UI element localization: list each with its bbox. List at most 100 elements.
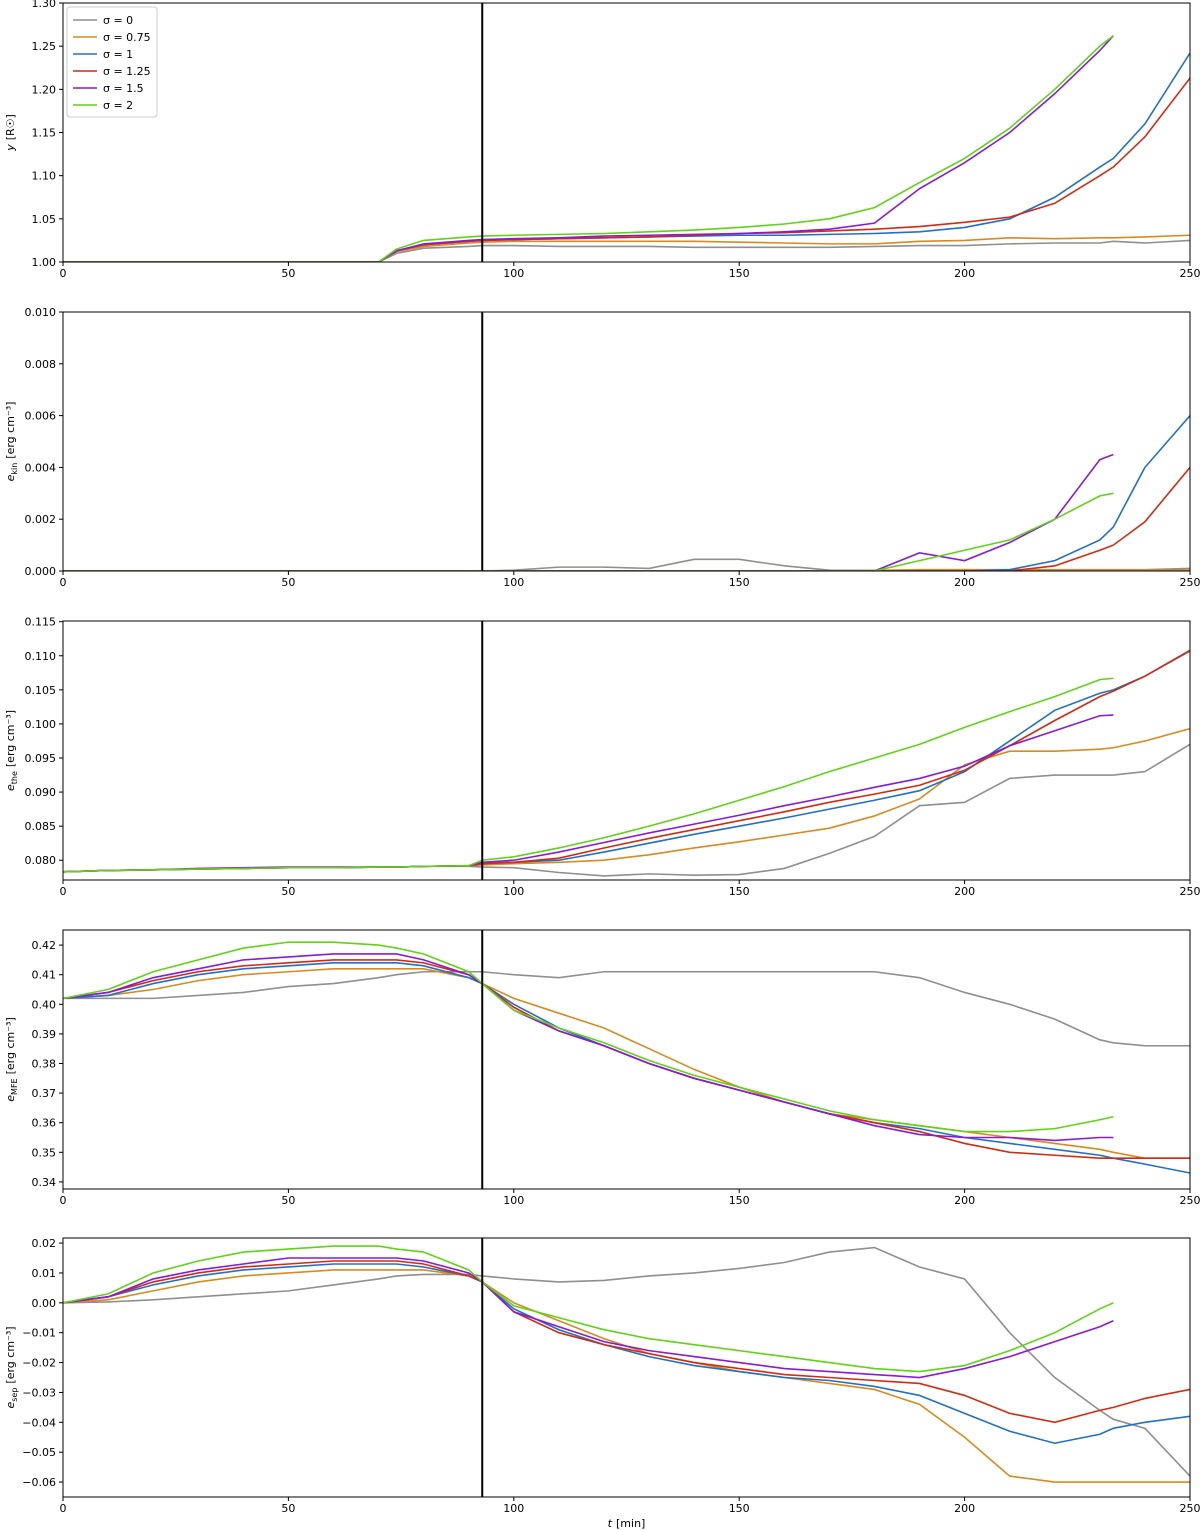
series-line [63,1246,1190,1477]
y-axis-label-unit: [erg cm⁻³] [4,1017,17,1074]
y-axis-label-symbol: e [4,1402,17,1409]
y-tick-label: −0.03 [22,1386,56,1399]
y-tick-label: 0.080 [25,854,57,867]
series-line [63,970,1190,1047]
x-tick-label: 200 [954,1194,975,1207]
series-line [63,234,1190,262]
x-tick-label: 250 [1180,267,1200,280]
series-line [63,959,1190,1160]
y-tick-label: −0.02 [22,1357,56,1370]
series-line [63,415,1190,571]
x-tick-label: 100 [503,1194,524,1207]
y-tick-label: 1.15 [32,127,57,140]
y-axis-label: y [R☉] [4,114,17,152]
y-tick-label: 0.36 [32,1117,57,1130]
y-tick-label: 0.002 [25,513,57,526]
x-tick-label: 150 [729,267,750,280]
y-tick-label: 0.010 [25,306,57,319]
y-axis-label-unit: [erg cm⁻³] [4,710,17,767]
series-line [63,466,1190,571]
x-tick-label: 200 [954,267,975,280]
y-axis-label-symbol: y [4,144,17,152]
series-line [63,239,1190,262]
legend-label: σ = 1 [103,48,133,61]
x-tick-label: 150 [729,1194,750,1207]
plot-area [63,415,1190,571]
series-line [63,35,1114,262]
y-axis-label-symbol: e [4,474,17,481]
y-tick-label: 0.115 [25,616,57,629]
series-line [63,568,1190,571]
x-tick-label: 50 [281,885,295,898]
y-axis-label-unit: [R☉] [4,114,17,140]
y-axis-label-sub: the [10,771,19,784]
series-line [63,35,1114,262]
y-tick-label: 0.095 [25,752,57,765]
y-axis-label: eMFE [erg cm⁻³] [4,1017,19,1101]
y-tick-label: 0.00 [32,1297,57,1310]
y-axis-label: esep [erg cm⁻³] [4,1326,19,1408]
y-tick-label: 0.38 [32,1057,57,1070]
plot-area [63,35,1190,262]
x-tick-label: 50 [281,1194,295,1207]
y-tick-label: 1.25 [32,40,57,53]
x-tick-label: 150 [729,885,750,898]
y-tick-label: 1.05 [32,213,57,226]
x-tick-label: 200 [954,1502,975,1515]
series-line [63,52,1190,262]
series-line [63,743,1190,877]
series-line [63,677,1114,873]
series-line [63,649,1190,873]
plot-area [63,1245,1190,1483]
y-axis-label-sub: sep [10,1388,19,1402]
y-tick-label: 0.39 [32,1028,57,1041]
y-tick-label: 0.085 [25,820,57,833]
y-tick-label: 0.37 [32,1087,57,1100]
series-line [63,1269,1190,1483]
x-tick-label: 0 [60,267,67,280]
y-tick-label: 0.42 [32,939,57,952]
y-tick-label: 1.30 [32,0,57,10]
legend-label: σ = 2 [103,99,133,112]
x-tick-label: 250 [1180,576,1200,589]
y-tick-label: 0.40 [32,998,57,1011]
y-tick-label: −0.06 [22,1476,56,1489]
y-axis-label-symbol: e [4,784,17,791]
axes-frame [62,929,1191,1190]
y-tick-label: 0.110 [25,650,57,663]
series-line [63,453,1114,571]
series-line [63,714,1114,873]
series-line [63,77,1190,262]
x-tick-label: 0 [60,1502,67,1515]
y-tick-label: 0.01 [32,1267,57,1280]
y-axis-label-unit: [erg cm⁻³] [4,1326,17,1383]
x-tick-label: 150 [729,1502,750,1515]
y-tick-label: −0.01 [22,1327,56,1340]
x-tick-label: 250 [1180,1502,1200,1515]
x-tick-label: 0 [60,885,67,898]
series-line [63,953,1114,1142]
plot-area [63,649,1190,877]
y-tick-label: 0.004 [25,461,57,474]
legend-box [66,6,158,118]
x-tick-label: 100 [503,576,524,589]
y-tick-label: 0.35 [32,1146,57,1159]
x-tick-label: 100 [503,885,524,898]
x-tick-label: 100 [503,1502,524,1515]
x-tick-label: 50 [281,1502,295,1515]
y-axis-label-unit: [erg cm⁻³] [4,402,17,459]
y-axis-label-sub: kin [10,463,19,475]
y-tick-label: 1.00 [32,256,57,269]
y-tick-label: 0.008 [25,358,57,371]
series-line [63,967,1190,1160]
y-tick-label: 0.02 [32,1237,57,1250]
y-tick-label: 1.20 [32,83,57,96]
y-tick-label: 0.090 [25,786,57,799]
legend-label: σ = 1.5 [103,82,144,95]
y-tick-label: 0.41 [32,969,57,982]
x-tick-label: 100 [503,267,524,280]
y-axis-label: ekin [erg cm⁻³] [4,402,19,482]
series-line [63,1257,1114,1379]
x-axis-label-symbol: t [608,1517,613,1530]
